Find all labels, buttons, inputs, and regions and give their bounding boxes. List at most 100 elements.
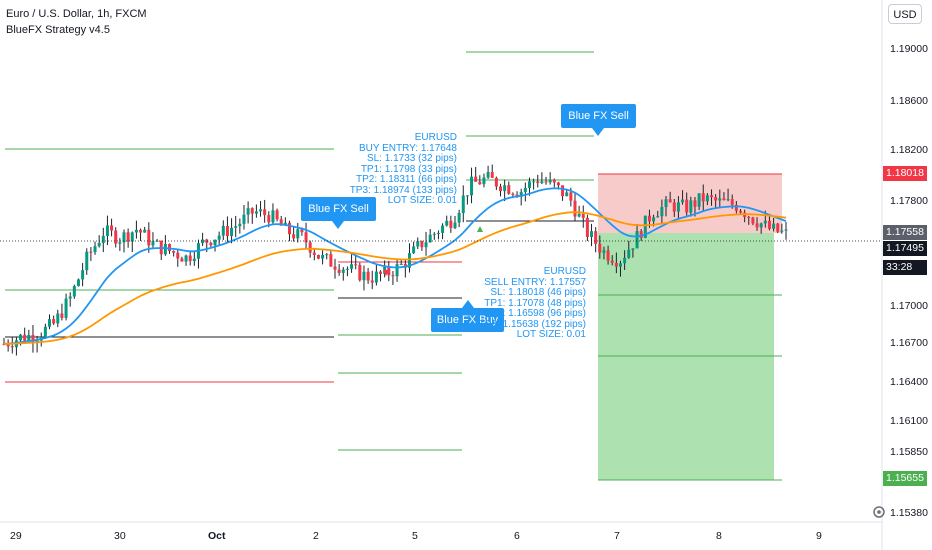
gear-icon[interactable] <box>872 505 886 519</box>
candle-body <box>275 210 279 220</box>
trade-info-line: LOT SIZE: 0.01 <box>516 329 586 340</box>
candle-body <box>316 254 320 259</box>
candle-body <box>461 195 465 214</box>
candle-body <box>213 239 217 246</box>
candle-body <box>250 208 254 214</box>
indicator-name[interactable]: BlueFX Strategy v4.5 <box>6 24 110 36</box>
candle-body <box>370 280 374 283</box>
candle-body <box>668 199 672 203</box>
candle-body <box>254 211 258 214</box>
candle-body <box>279 219 283 226</box>
candle-body <box>507 185 511 194</box>
candle-body <box>333 266 337 270</box>
buy-arrow-marker <box>477 226 483 232</box>
candle-body <box>362 271 366 281</box>
trade-info-line: BUY ENTRY: 1.17648 <box>358 142 457 154</box>
candle-body <box>52 319 56 324</box>
candle-body <box>97 243 101 247</box>
price-tick-label: 1.16100 <box>890 415 928 427</box>
candle-body <box>784 229 788 231</box>
currency-button[interactable]: USD <box>888 4 922 24</box>
candle-body <box>354 264 358 266</box>
candle-body <box>101 235 105 244</box>
candle-body <box>163 244 167 255</box>
candle-body <box>72 286 76 297</box>
candle-body <box>581 213 585 218</box>
time-tick-label: Oct <box>208 530 226 542</box>
candle-body <box>693 200 697 207</box>
candle-body <box>585 217 589 237</box>
candle-body <box>635 230 639 249</box>
trade-info-line: LOT SIZE: 0.01 <box>387 195 457 206</box>
candle-body <box>225 225 229 237</box>
sell-trade-info: EURUSD SELL ENTRY: 1.17557 SL: 1.18018 (46… <box>470 266 586 341</box>
candle-body <box>134 229 138 233</box>
buy-signal-label[interactable]: Blue FX Buy <box>431 308 504 332</box>
candle-body <box>126 232 130 242</box>
candle-body <box>337 269 341 273</box>
trade-info-line: TP1: 1.17078 (48 pips) <box>484 297 586 309</box>
candle-body <box>577 213 581 217</box>
candle-body <box>221 225 225 236</box>
candle-body <box>168 244 172 252</box>
candle-body <box>714 197 718 201</box>
candle-body <box>647 215 651 222</box>
candle-body <box>139 229 143 233</box>
price-tick-label: 1.17800 <box>890 195 928 207</box>
candle-body <box>89 251 93 253</box>
candle-body <box>416 241 420 247</box>
candle-body <box>395 264 399 277</box>
candle-body <box>527 181 531 188</box>
time-tick-label: 9 <box>816 530 822 542</box>
candle-body <box>374 271 378 283</box>
candle-body <box>631 248 635 250</box>
candle-body <box>436 232 440 234</box>
candle-body <box>387 266 391 276</box>
candle-body <box>652 217 656 222</box>
candle-body <box>122 232 126 243</box>
price-tick-label: 1.18200 <box>890 144 928 156</box>
candle-body <box>105 225 109 236</box>
trade-info-line: SL: 1.1733 (32 pips) <box>366 153 457 164</box>
candle-body <box>143 229 147 233</box>
candle-body <box>738 210 742 213</box>
callout-pointer <box>332 221 344 229</box>
candle-body <box>238 223 242 227</box>
candle-body <box>499 186 503 192</box>
candle-body <box>689 200 693 213</box>
sell-signal-label[interactable]: Blue FX Sell <box>301 197 376 221</box>
candle-body <box>627 249 631 258</box>
last-price-tag: 1.17495 <box>883 241 927 256</box>
candle-body <box>130 232 134 242</box>
candle-body <box>85 251 89 271</box>
candle-body <box>93 246 97 253</box>
trade-info-line: TP2: 1.16598 (96 pips) <box>484 308 586 319</box>
sell-signal-label[interactable]: Blue FX Sell <box>561 104 636 128</box>
candle-body <box>27 334 31 341</box>
candle-body <box>19 334 23 341</box>
time-tick-label: 29 <box>10 530 22 542</box>
candle-body <box>110 225 114 231</box>
candle-body <box>6 343 10 347</box>
trade-info-line: TP1: 1.1798 (33 pips) <box>360 163 457 175</box>
candle-body <box>308 242 312 253</box>
candle-body <box>602 250 606 253</box>
time-tick-label: 2 <box>313 530 319 542</box>
candle-body <box>263 209 267 216</box>
candle-body <box>772 223 776 229</box>
candle-body <box>325 254 329 256</box>
candle-body <box>759 223 763 228</box>
candle-body <box>188 255 192 262</box>
time-tick-label: 8 <box>716 530 722 542</box>
candle-body <box>726 199 730 201</box>
take-profit-price-tag: 1.15655 <box>883 471 927 486</box>
candle-body <box>201 239 205 244</box>
candle-body <box>407 253 411 268</box>
time-tick-label: 5 <box>412 530 418 542</box>
candle-body <box>730 199 734 205</box>
entry-price-tag: 1.17558 <box>883 225 927 240</box>
candle-body <box>552 179 556 183</box>
candle-body <box>457 213 461 223</box>
